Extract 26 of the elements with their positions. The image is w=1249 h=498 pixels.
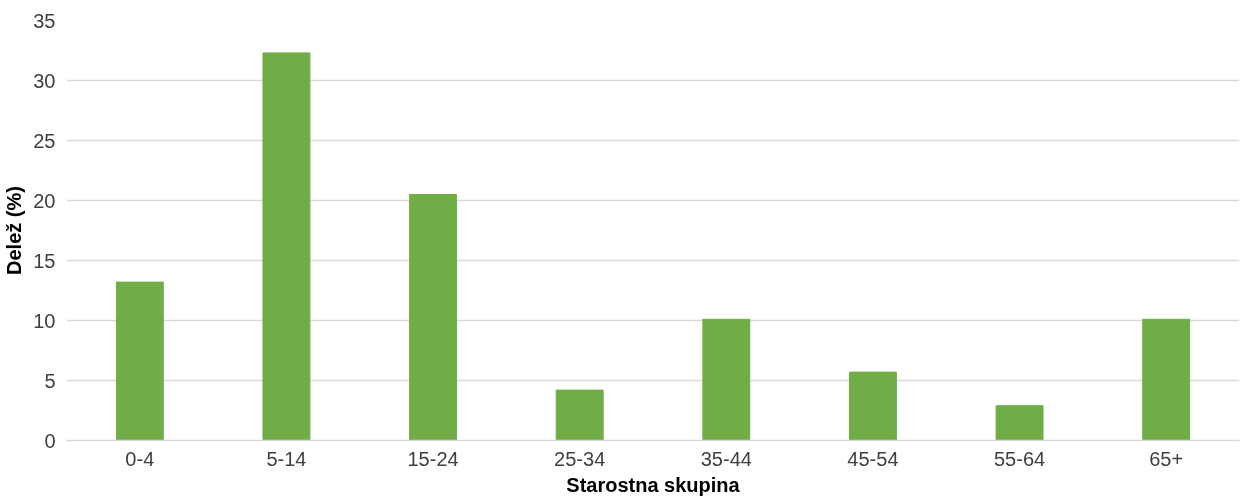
bar <box>555 389 604 441</box>
y-tick-label: 5 <box>44 369 56 392</box>
bar <box>1142 318 1191 441</box>
x-tick-label: 0-4 <box>125 447 155 470</box>
y-tick-label: 10 <box>33 309 56 332</box>
y-axis-title: Delež (%) <box>3 186 26 275</box>
x-tick-label: 5-14 <box>266 447 307 470</box>
y-tick-label: 25 <box>33 129 56 152</box>
y-tick-label: 30 <box>33 69 56 92</box>
bar <box>995 405 1044 441</box>
x-tick-label: 55-64 <box>993 447 1046 470</box>
bar <box>115 281 164 441</box>
bar <box>848 371 897 441</box>
y-tick-label: 20 <box>33 189 56 212</box>
x-tick-label: 15-24 <box>407 447 459 470</box>
x-tick-label: 65+ <box>1149 447 1184 470</box>
bar <box>702 318 751 441</box>
bar <box>409 194 458 441</box>
x-tick-label: 45-54 <box>847 447 899 470</box>
bar <box>262 52 311 441</box>
x-tick-label: 25-34 <box>554 447 606 470</box>
y-tick-label: 35 <box>33 9 56 32</box>
x-axis-title: Starostna skupina <box>566 473 741 496</box>
y-tick-label: 15 <box>33 249 56 272</box>
x-tick-label: 35-44 <box>700 447 752 470</box>
y-tick-label: 0 <box>44 429 56 452</box>
